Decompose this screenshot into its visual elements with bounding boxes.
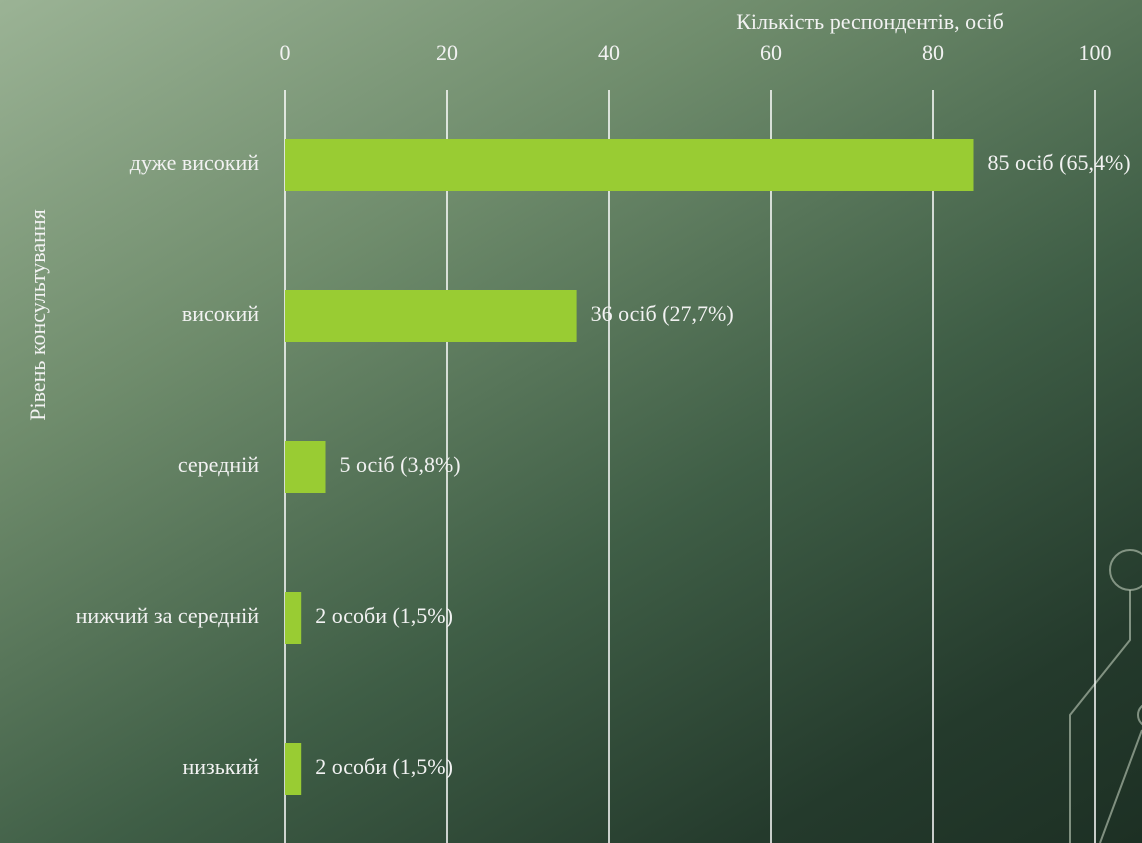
decoration — [1070, 550, 1142, 843]
x-tick-label: 20 — [436, 40, 458, 65]
data-label: 85 осіб (65,4%) — [988, 150, 1131, 175]
data-label: 2 особи (1,5%) — [315, 754, 453, 779]
chart: Кількість респондентів, осіб Рівень конс… — [0, 0, 1142, 843]
bar — [285, 290, 577, 342]
y-tick-label: середній — [178, 452, 259, 477]
bar — [285, 441, 326, 493]
x-tick-label: 80 — [922, 40, 944, 65]
data-label: 5 осіб (3,8%) — [340, 452, 461, 477]
x-tick-label: 60 — [760, 40, 782, 65]
y-tick-label: високий — [182, 301, 259, 326]
bar — [285, 592, 301, 644]
y-tick-label: низький — [182, 754, 259, 779]
x-axis-title: Кількість респондентів, осіб — [736, 9, 1004, 34]
data-label: 36 осіб (27,7%) — [591, 301, 734, 326]
x-tick-label: 100 — [1079, 40, 1112, 65]
x-tick-label: 0 — [280, 40, 291, 65]
y-axis-title: Рівень консультування — [25, 209, 50, 421]
data-label: 2 особи (1,5%) — [315, 603, 453, 628]
y-tick-label: нижчий за середній — [76, 603, 260, 628]
y-tick-label: дуже високий — [130, 150, 259, 175]
bar — [285, 743, 301, 795]
bar — [285, 139, 974, 191]
page: Кількість респондентів, осіб Рівень конс… — [0, 0, 1142, 843]
x-tick-label: 40 — [598, 40, 620, 65]
